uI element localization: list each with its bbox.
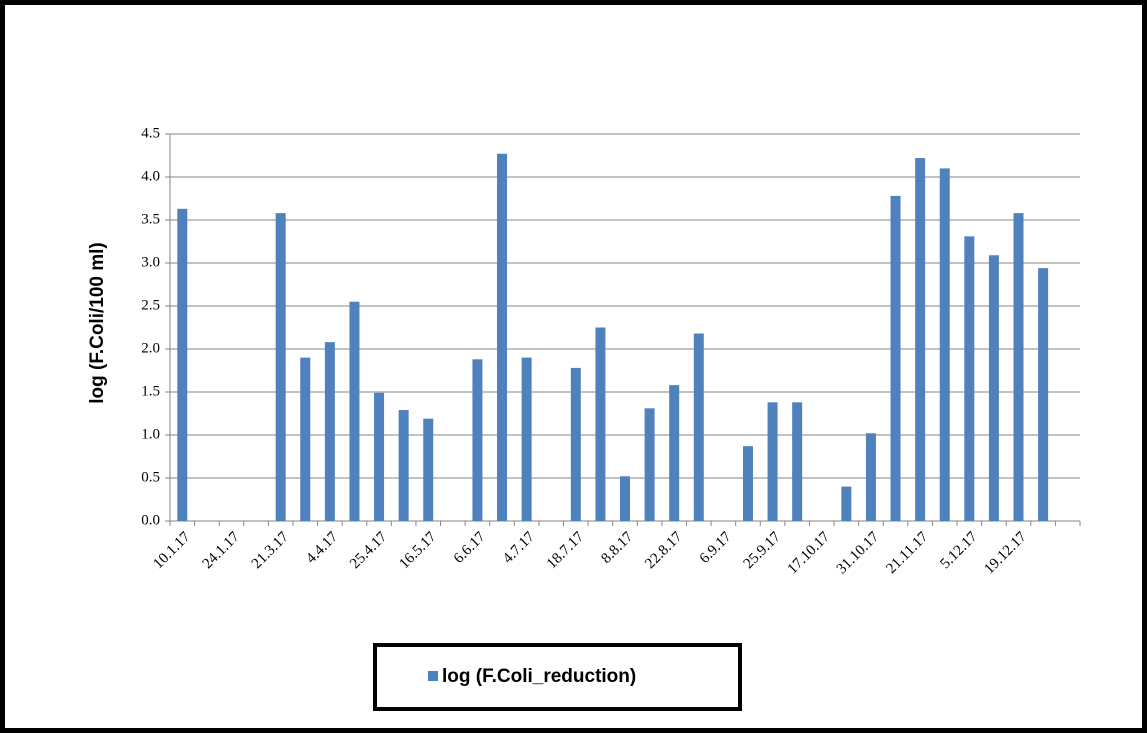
y-axis-title: log (F.Coli/100 ml) — [87, 242, 108, 404]
bar — [1013, 213, 1024, 521]
y-tick-label: 4.5 — [141, 125, 160, 141]
bar — [742, 446, 753, 521]
bar — [349, 301, 360, 521]
bar — [374, 392, 385, 521]
legend-label: log (F.Coli_reduction) — [442, 666, 636, 687]
y-tick-label: 0.5 — [141, 469, 160, 485]
bar — [915, 158, 926, 521]
bar — [324, 342, 335, 521]
y-tick-label: 0.0 — [141, 512, 160, 528]
bar — [939, 168, 950, 521]
bar — [964, 236, 975, 521]
bar — [472, 359, 483, 521]
bar — [300, 357, 311, 521]
y-tick-label: 2.0 — [141, 340, 160, 356]
legend-swatch — [428, 671, 438, 681]
bar — [644, 408, 655, 521]
bar — [767, 402, 778, 521]
bar — [595, 327, 606, 521]
bar — [841, 486, 852, 521]
bar — [669, 385, 680, 521]
bar — [497, 153, 508, 521]
bar — [792, 402, 803, 521]
y-tick-label: 1.5 — [141, 383, 160, 399]
bar — [423, 418, 434, 521]
y-tick-label: 1.0 — [141, 426, 160, 442]
bar — [398, 410, 409, 521]
bar — [620, 476, 630, 521]
bar — [1038, 268, 1049, 521]
bar — [570, 367, 581, 521]
y-tick-label: 3.0 — [141, 254, 160, 270]
bar — [521, 357, 532, 521]
bar — [988, 255, 999, 521]
bar — [275, 213, 286, 521]
bar — [890, 195, 901, 522]
y-tick-label: 4.0 — [141, 168, 160, 184]
bar — [693, 333, 704, 521]
y-tick-label: 2.5 — [141, 297, 160, 313]
y-tick-label: 3.5 — [141, 211, 160, 227]
bar — [177, 208, 188, 521]
bar — [865, 433, 876, 521]
